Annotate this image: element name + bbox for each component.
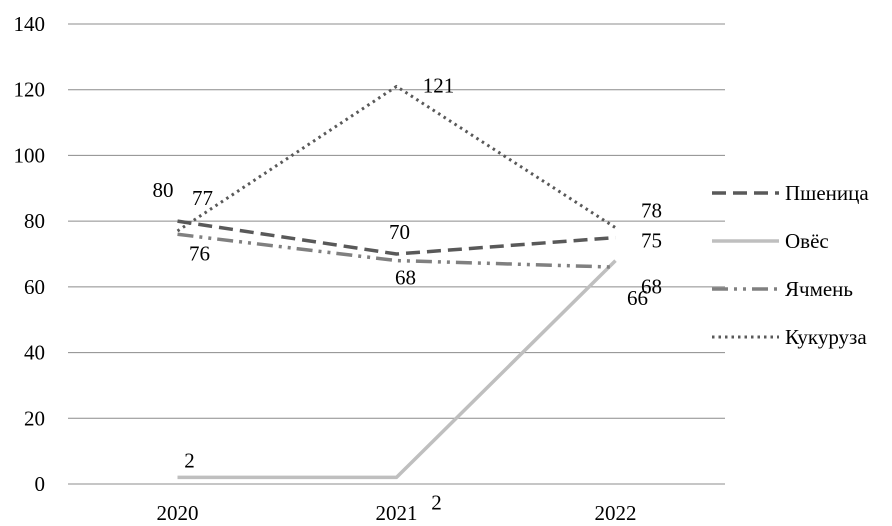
x-tick-label: 2021 <box>376 501 418 525</box>
y-axis: 0 20 40 60 80 100 120 140 <box>14 12 46 496</box>
y-tick-label: 80 <box>24 209 45 233</box>
data-label: 66 <box>627 286 648 310</box>
series-line-0 <box>177 219 616 256</box>
data-label: 2 <box>431 490 442 514</box>
series-line-1 <box>177 259 617 480</box>
y-tick-label: 140 <box>14 12 46 36</box>
data-label: 121 <box>423 73 455 97</box>
data-label: 70 <box>389 220 410 244</box>
legend-label: Овёс <box>785 229 829 253</box>
y-tick-label: 120 <box>14 78 46 102</box>
x-tick-label: 2022 <box>595 501 637 525</box>
data-label: 76 <box>189 241 210 265</box>
y-tick-label: 60 <box>24 275 45 299</box>
legend-label: Ячмень <box>785 277 853 301</box>
y-tick-label: 20 <box>24 406 45 430</box>
data-label: 75 <box>641 229 662 253</box>
series-line-2 <box>177 232 616 269</box>
x-tick-label: 2020 <box>157 501 199 525</box>
data-label: 2 <box>184 448 195 472</box>
y-tick-label: 40 <box>24 341 45 365</box>
y-tick-label: 0 <box>35 472 46 496</box>
y-tick-label: 100 <box>14 143 46 167</box>
data-label: 80 <box>153 178 174 202</box>
data-label: 68 <box>395 266 416 290</box>
series-lines <box>176 84 617 480</box>
data-label: 77 <box>192 186 213 210</box>
x-axis: 2020 2021 2022 <box>157 501 637 525</box>
legend: Пшеница Овёс Ячмень Кукуруза <box>712 181 869 349</box>
series-line-3 <box>176 84 617 233</box>
data-label: 78 <box>641 199 662 223</box>
legend-label: Кукуруза <box>785 325 867 349</box>
legend-label: Пшеница <box>785 181 869 205</box>
data-label: 68 <box>641 275 662 299</box>
